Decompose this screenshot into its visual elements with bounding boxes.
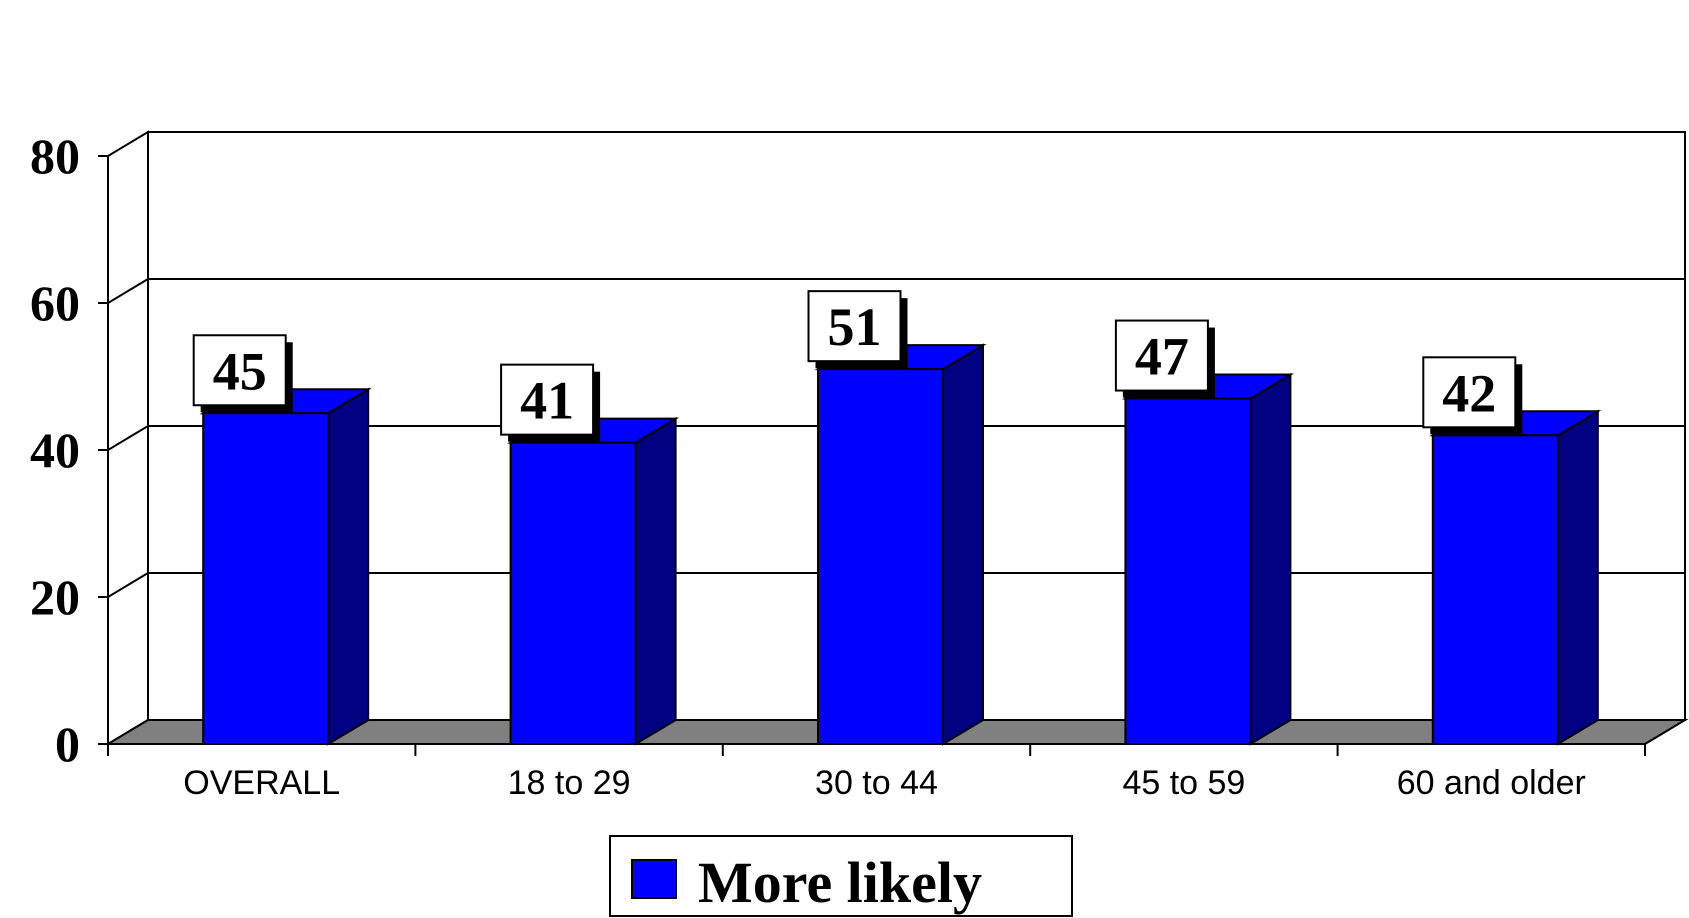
- bar: [1429, 409, 1602, 746]
- y-tick-label: 40: [30, 422, 80, 478]
- legend-box: [609, 835, 1073, 917]
- x-tick-label: 60 and older: [1397, 764, 1586, 802]
- bar-side: [942, 343, 984, 746]
- legend-swatch: [631, 859, 677, 899]
- bar-front: [1431, 434, 1559, 745]
- bar-front: [817, 368, 944, 745]
- bar-side: [1556, 409, 1599, 746]
- bar-front: [1124, 397, 1252, 745]
- bar-side: [327, 387, 370, 746]
- x-axis-ticks: OVERALL 18 to 29 30 to 44 45 to 59 60 and ol…: [107, 744, 1646, 802]
- y-tick-label: 80: [30, 128, 80, 184]
- x-tick-label: 45 to 59: [1122, 764, 1245, 802]
- data-label-value: 51: [828, 297, 882, 357]
- data-label-box: [1114, 319, 1209, 392]
- gridline: [107, 278, 1685, 304]
- data-labels: 45 41 51 47 42: [192, 290, 1523, 442]
- bar-front: [202, 412, 330, 745]
- legend: More likely: [609, 835, 1073, 917]
- bar: [199, 387, 372, 746]
- data-label-box: [807, 290, 902, 363]
- bars: [199, 343, 1602, 746]
- data-label-box: [192, 334, 287, 407]
- data-label: 47: [1114, 319, 1215, 398]
- x-tick-label: 30 to 44: [815, 764, 938, 802]
- bar-front: [509, 441, 637, 745]
- x-tick-label: 18 to 29: [508, 764, 631, 802]
- bar-side: [1249, 372, 1292, 746]
- data-label-value: 45: [213, 341, 267, 401]
- data-label: 45: [192, 334, 293, 413]
- data-label: 51: [807, 290, 908, 369]
- legend-label: More likely: [698, 850, 982, 915]
- y-axis-ticks: 0 20 40 60 80: [30, 128, 108, 772]
- bar: [814, 343, 987, 746]
- data-label-box: [1422, 356, 1517, 429]
- bar: [506, 416, 680, 746]
- data-label-value: 47: [1135, 327, 1189, 387]
- data-label: 41: [500, 363, 601, 442]
- data-label-box: [500, 363, 595, 436]
- data-label-value: 41: [520, 371, 574, 431]
- y-tick-label: 20: [30, 569, 80, 625]
- bar: [1121, 372, 1295, 746]
- data-label-value: 42: [1442, 363, 1496, 423]
- x-tick-label: OVERALL: [183, 764, 340, 802]
- data-label: 42: [1422, 356, 1523, 435]
- y-tick-label: 60: [30, 275, 80, 331]
- bar-side: [634, 416, 677, 746]
- y-tick-label: 0: [55, 716, 80, 772]
